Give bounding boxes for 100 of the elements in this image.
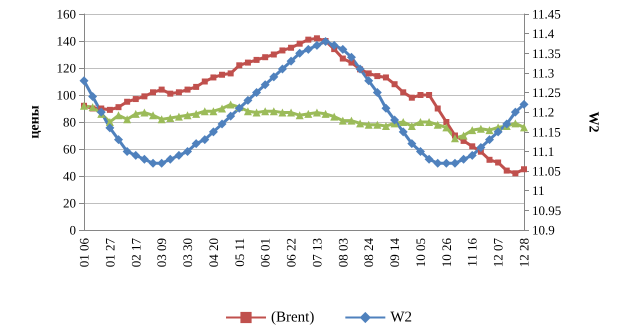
- point: [278, 108, 286, 117]
- point: [347, 116, 356, 125]
- y2-tick-label: 11.45: [532, 6, 561, 22]
- point: [105, 123, 114, 132]
- point: [510, 108, 520, 117]
- point: [304, 44, 313, 54]
- point: [141, 93, 148, 100]
- x-tick-label: 08 24: [361, 238, 376, 268]
- point: [484, 135, 494, 144]
- point: [398, 127, 408, 136]
- point: [366, 70, 372, 76]
- point: [356, 119, 364, 128]
- point: [236, 62, 242, 68]
- point: [382, 74, 389, 80]
- point: [88, 103, 97, 112]
- y2-axis-title: W2: [586, 112, 600, 132]
- y2-tick-label: 11.2: [532, 104, 554, 120]
- point: [460, 132, 468, 140]
- point: [140, 108, 148, 117]
- point: [243, 96, 252, 105]
- point: [450, 134, 459, 142]
- point: [150, 89, 156, 96]
- legend-label: (Brent): [271, 310, 314, 326]
- point: [305, 36, 312, 43]
- point: [459, 154, 468, 164]
- point: [434, 106, 441, 112]
- point: [88, 92, 98, 101]
- point: [252, 108, 261, 117]
- x-tick-label: 05 11: [232, 238, 247, 267]
- point: [476, 143, 486, 152]
- x-tick-label: 07 13: [309, 238, 324, 268]
- point: [521, 166, 527, 172]
- x-tick-label: 12 07: [490, 238, 506, 268]
- point: [106, 106, 113, 113]
- point: [330, 40, 339, 50]
- point: [295, 48, 304, 58]
- point: [392, 81, 398, 88]
- point: [228, 70, 234, 76]
- y2-tick-label: 10.9: [532, 222, 555, 238]
- y-tick-label: 20: [63, 196, 76, 210]
- y-axis-title: цены: [28, 105, 42, 139]
- point: [193, 84, 200, 90]
- point: [261, 107, 270, 116]
- point: [330, 112, 338, 121]
- point: [166, 154, 175, 164]
- y-tick-label: 160: [56, 6, 76, 22]
- point: [296, 40, 303, 47]
- point: [408, 122, 416, 130]
- point: [167, 90, 174, 97]
- point: [426, 92, 432, 98]
- y2-tick-label: 11.35: [532, 46, 561, 61]
- y2-tick-label: 11.15: [532, 124, 561, 140]
- point: [244, 60, 251, 66]
- point: [200, 107, 209, 116]
- point: [183, 146, 192, 156]
- point: [408, 94, 415, 101]
- point: [495, 160, 502, 166]
- point: [202, 78, 208, 84]
- point: [174, 150, 184, 160]
- point: [80, 76, 88, 86]
- point: [254, 56, 260, 63]
- point: [209, 107, 218, 116]
- point: [520, 123, 528, 132]
- point: [132, 110, 140, 118]
- point: [511, 119, 520, 128]
- point: [226, 112, 236, 121]
- point: [312, 40, 322, 50]
- point: [184, 111, 192, 120]
- point: [486, 156, 492, 163]
- x-tick-label: 08 03: [335, 238, 350, 268]
- point: [288, 44, 294, 51]
- y-tick-label: 80: [63, 114, 76, 130]
- point: [494, 127, 503, 136]
- x-tick-label: 01 27: [102, 238, 118, 268]
- point: [304, 110, 312, 118]
- legend-label: W2: [390, 310, 412, 326]
- point: [346, 52, 356, 62]
- point: [244, 107, 252, 116]
- point: [382, 122, 390, 130]
- point: [476, 124, 485, 133]
- point: [469, 143, 476, 150]
- point: [314, 35, 320, 42]
- point: [270, 52, 277, 58]
- point: [219, 72, 226, 78]
- point: [218, 104, 226, 112]
- point: [373, 120, 382, 129]
- point: [184, 86, 191, 93]
- x-tick-label: 10 05: [412, 238, 428, 268]
- y-tick-label: 60: [63, 142, 76, 156]
- point: [158, 115, 166, 124]
- y2-tick-label: 10.95: [532, 202, 562, 218]
- point: [338, 116, 347, 125]
- point: [485, 126, 494, 134]
- x-tick-label: 03 09: [154, 238, 170, 268]
- point: [399, 118, 408, 126]
- x-tick-label: 10 26: [438, 238, 454, 268]
- point: [434, 120, 442, 129]
- point: [192, 110, 200, 118]
- y2-tick-label: 11: [532, 183, 545, 198]
- x-tick-label: 02 17: [128, 238, 144, 268]
